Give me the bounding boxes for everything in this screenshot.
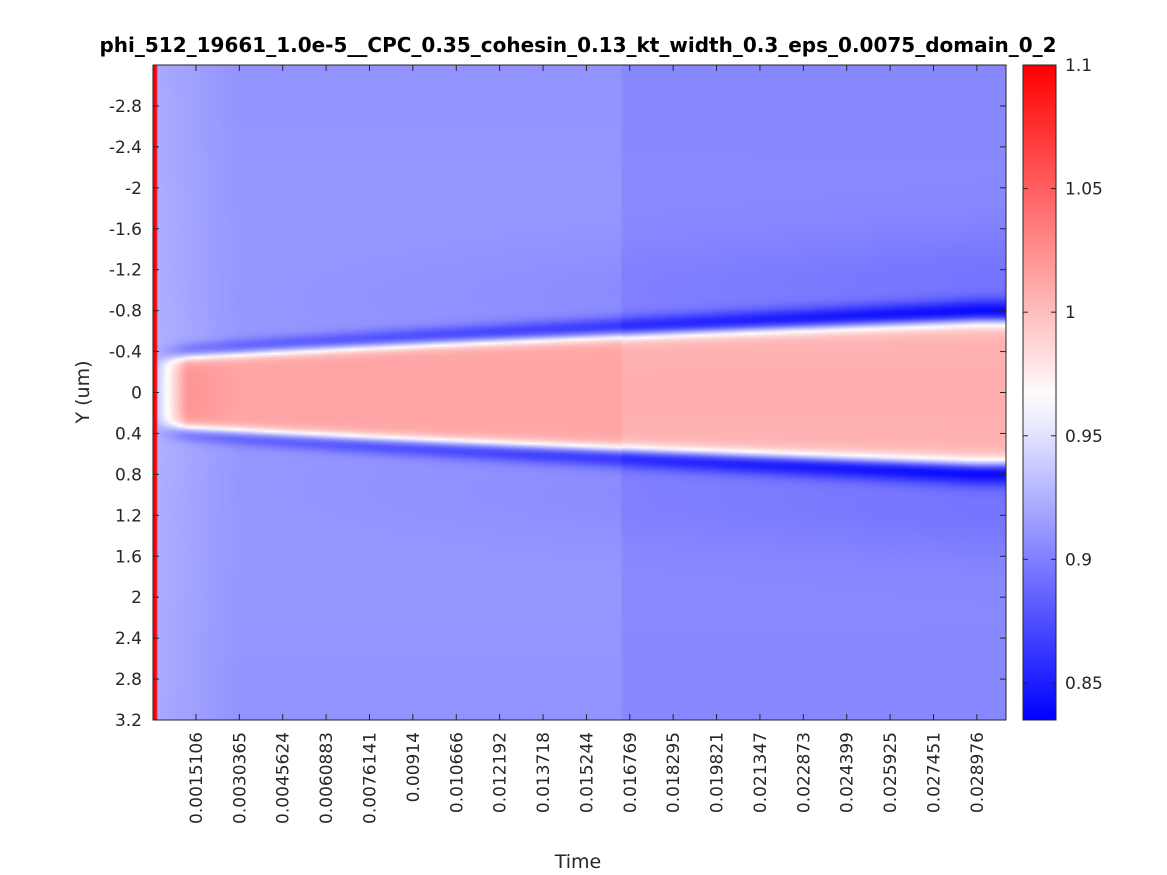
heatmap-plot-area bbox=[152, 64, 1007, 721]
x-tick-label: 0.025925 bbox=[881, 732, 901, 813]
x-tick-label: 0.0015106 bbox=[187, 732, 207, 824]
x-tick-label: 0.015244 bbox=[577, 732, 597, 813]
y-axis-title: Y (um) bbox=[72, 360, 94, 424]
x-tick-label: 0.0030365 bbox=[230, 732, 250, 824]
y-tick-label: 1.2 bbox=[115, 506, 142, 526]
colorbar-tick-label: 0.85 bbox=[1065, 674, 1103, 694]
y-tick-label: 0 bbox=[131, 384, 142, 404]
colorbar-tick-label: 0.9 bbox=[1065, 550, 1092, 570]
x-tick-label: 0.018295 bbox=[664, 732, 684, 813]
colorbar-tick-label: 1 bbox=[1065, 303, 1076, 323]
y-axis: -2.8 -2.4 -2 -1.6 -1.2 -0.8 -0.4 0 0.4 0.8 1.2 1.6 2… bbox=[109, 97, 1006, 731]
y-tick-label: 3.2 bbox=[115, 711, 142, 731]
y-tick-label: 2.8 bbox=[115, 670, 142, 690]
x-tick-label: 0.00914 bbox=[404, 732, 424, 802]
colorbar-ticks: 0.85 0.9 0.95 1 1.05 1.1 bbox=[1023, 56, 1103, 694]
y-tick-label: -2.4 bbox=[109, 138, 142, 158]
x-axis: 0.0015106 0.0030365 0.0045624 0.0060883 0.00… bbox=[187, 65, 988, 824]
colorbar-gradient bbox=[1022, 64, 1057, 721]
x-tick-label: 0.028976 bbox=[968, 732, 988, 813]
x-tick-label: 0.024399 bbox=[838, 732, 858, 813]
y-tick-label: 1.6 bbox=[115, 547, 142, 567]
chart-title: phi_512_19661_1.0e-5__CPC_0.35_cohesin_0… bbox=[99, 33, 1056, 57]
colorbar: 0.85 0.9 0.95 1 1.05 1.1 bbox=[1022, 56, 1103, 721]
x-tick-label: 0.0045624 bbox=[274, 732, 294, 824]
x-tick-label: 0.0060883 bbox=[317, 732, 337, 824]
x-axis-title: Time bbox=[554, 851, 602, 873]
y-tick-label: 2 bbox=[131, 588, 142, 608]
x-tick-label: 0.019821 bbox=[708, 732, 728, 813]
y-tick-label: 0.8 bbox=[115, 465, 142, 485]
y-tick-label: -0.8 bbox=[109, 302, 142, 322]
colorbar-tick-label: 1.1 bbox=[1065, 56, 1092, 76]
colorbar-tick-label: 1.05 bbox=[1065, 180, 1103, 200]
x-tick-label: 0.013718 bbox=[534, 732, 554, 813]
x-tick-label: 0.0076141 bbox=[360, 732, 380, 824]
x-tick-label: 0.010666 bbox=[447, 732, 467, 813]
y-tick-label: -1.6 bbox=[109, 220, 142, 240]
y-tick-label: 0.4 bbox=[115, 424, 142, 444]
x-tick-label: 0.021347 bbox=[751, 732, 771, 813]
y-tick-label: -0.4 bbox=[109, 343, 142, 363]
x-tick-label: 0.022873 bbox=[794, 732, 814, 813]
y-tick-label: 2.4 bbox=[115, 629, 142, 649]
y-tick-label: -2 bbox=[125, 179, 142, 199]
y-tick-label: -2.8 bbox=[109, 97, 142, 117]
colorbar-tick-label: 0.95 bbox=[1065, 427, 1103, 447]
x-tick-label: 0.027451 bbox=[925, 732, 945, 813]
y-tick-label: -1.2 bbox=[109, 261, 142, 281]
heatmap-image bbox=[153, 65, 1006, 720]
x-tick-label: 0.012192 bbox=[491, 732, 511, 813]
x-tick-label: 0.016769 bbox=[621, 732, 641, 813]
